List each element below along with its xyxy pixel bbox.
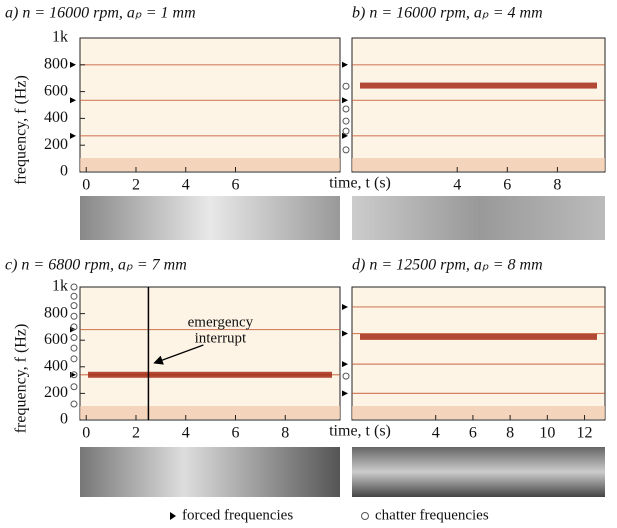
x-axis-label: time, t (s)	[329, 175, 391, 192]
plot-background	[351, 286, 606, 421]
chatter-marker	[70, 383, 78, 391]
low-frequency-noise	[80, 406, 340, 419]
legend-forced-symbol	[170, 512, 176, 520]
low-frequency-noise	[80, 158, 340, 171]
chatter-marker	[70, 323, 78, 331]
y-tick-label: 400	[44, 357, 68, 374]
annotation-arrow	[153, 344, 204, 365]
x-tick-label: 6	[469, 425, 477, 442]
x-axis-label: time, t (s)	[329, 423, 391, 440]
annotation: emergency	[188, 314, 254, 330]
forced-marker	[342, 97, 348, 104]
chatter-marker	[70, 344, 78, 352]
x-tick-label: 10	[539, 425, 555, 442]
x-tick-label: 0	[82, 177, 90, 194]
x-tick-label: 6	[232, 177, 240, 194]
x-tick-label: 8	[506, 425, 514, 442]
y-tick-label: 600	[44, 331, 68, 348]
x-tick-label: 4	[432, 425, 440, 442]
x-tick-label: 4	[453, 177, 461, 194]
y-tick-label: 800	[44, 304, 68, 321]
legend-text: chatter frequencies	[375, 507, 489, 523]
chatter-marker	[70, 302, 78, 310]
chatter-marker	[342, 105, 350, 113]
chatter-marker	[70, 292, 78, 300]
chatter-marker	[342, 372, 350, 380]
forced-marker	[342, 330, 348, 337]
chatter-marker	[342, 127, 350, 135]
panel-title: d) n = 12500 rpm, aₚ = 8 mm	[352, 257, 543, 274]
x-tick-label: 6	[232, 425, 240, 442]
forced-marker	[342, 132, 348, 139]
x-tick-label: 4	[182, 425, 190, 442]
legend-text: forced frequencies	[182, 507, 293, 523]
y-tick-label: 1k	[52, 29, 68, 46]
legend-chatter-symbol	[361, 512, 369, 520]
y-axis-label: frequency, f (Hz)	[13, 324, 30, 434]
photo	[80, 196, 340, 240]
chatter-marker	[70, 283, 78, 291]
y-tick-label: 600	[44, 82, 68, 99]
photo	[80, 447, 340, 497]
panel-title: c) n = 6800 rpm, aₚ = 7 mm	[5, 257, 187, 274]
panel-title: b) n = 16000 rpm, aₚ = 4 mm	[352, 5, 543, 22]
chatter-marker	[70, 371, 78, 379]
forced-marker	[342, 361, 348, 368]
x-tick-label: 8	[553, 177, 561, 194]
y-tick-label: 200	[44, 384, 68, 401]
y-tick-label: 1k	[52, 278, 68, 295]
forced-marker	[342, 303, 348, 310]
chatter-marker	[70, 334, 78, 342]
y-tick-label: 200	[44, 136, 68, 153]
panel-title: a) n = 16000 rpm, aₚ = 1 mm	[5, 5, 196, 22]
chatter-marker	[342, 117, 350, 125]
x-tick-label: 4	[182, 177, 190, 194]
y-tick-label: 400	[44, 109, 68, 126]
chatter-band	[360, 333, 597, 340]
x-tick-label: 0	[82, 425, 90, 442]
chatter-marker	[342, 82, 350, 90]
low-frequency-noise	[352, 406, 605, 419]
forced-marker	[70, 97, 76, 104]
annotation: interrupt	[195, 330, 247, 346]
forced-marker	[342, 390, 348, 397]
x-tick-label: 6	[503, 177, 511, 194]
plot-background	[79, 286, 341, 421]
chatter-marker	[342, 146, 350, 154]
x-tick-label: 2	[132, 177, 140, 194]
plot-background	[79, 37, 341, 173]
photo	[352, 447, 605, 497]
forced-marker	[70, 61, 76, 68]
y-tick-label: 0	[60, 163, 68, 180]
x-tick-label: 8	[281, 425, 289, 442]
plot-background	[351, 37, 606, 173]
chatter-marker	[70, 355, 78, 363]
forced-marker	[70, 132, 76, 139]
chatter-marker	[70, 312, 78, 320]
x-tick-label: 2	[132, 425, 140, 442]
low-frequency-noise	[352, 158, 605, 171]
chatter-marker	[70, 400, 78, 408]
y-axis-label: frequency, f (Hz)	[13, 75, 30, 185]
y-tick-label: 800	[44, 55, 68, 72]
y-tick-label: 0	[60, 411, 68, 428]
chatter-band	[360, 82, 597, 89]
forced-marker	[342, 61, 348, 68]
chatter-band	[88, 371, 332, 378]
photo	[352, 196, 605, 240]
x-tick-label: 12	[577, 425, 593, 442]
